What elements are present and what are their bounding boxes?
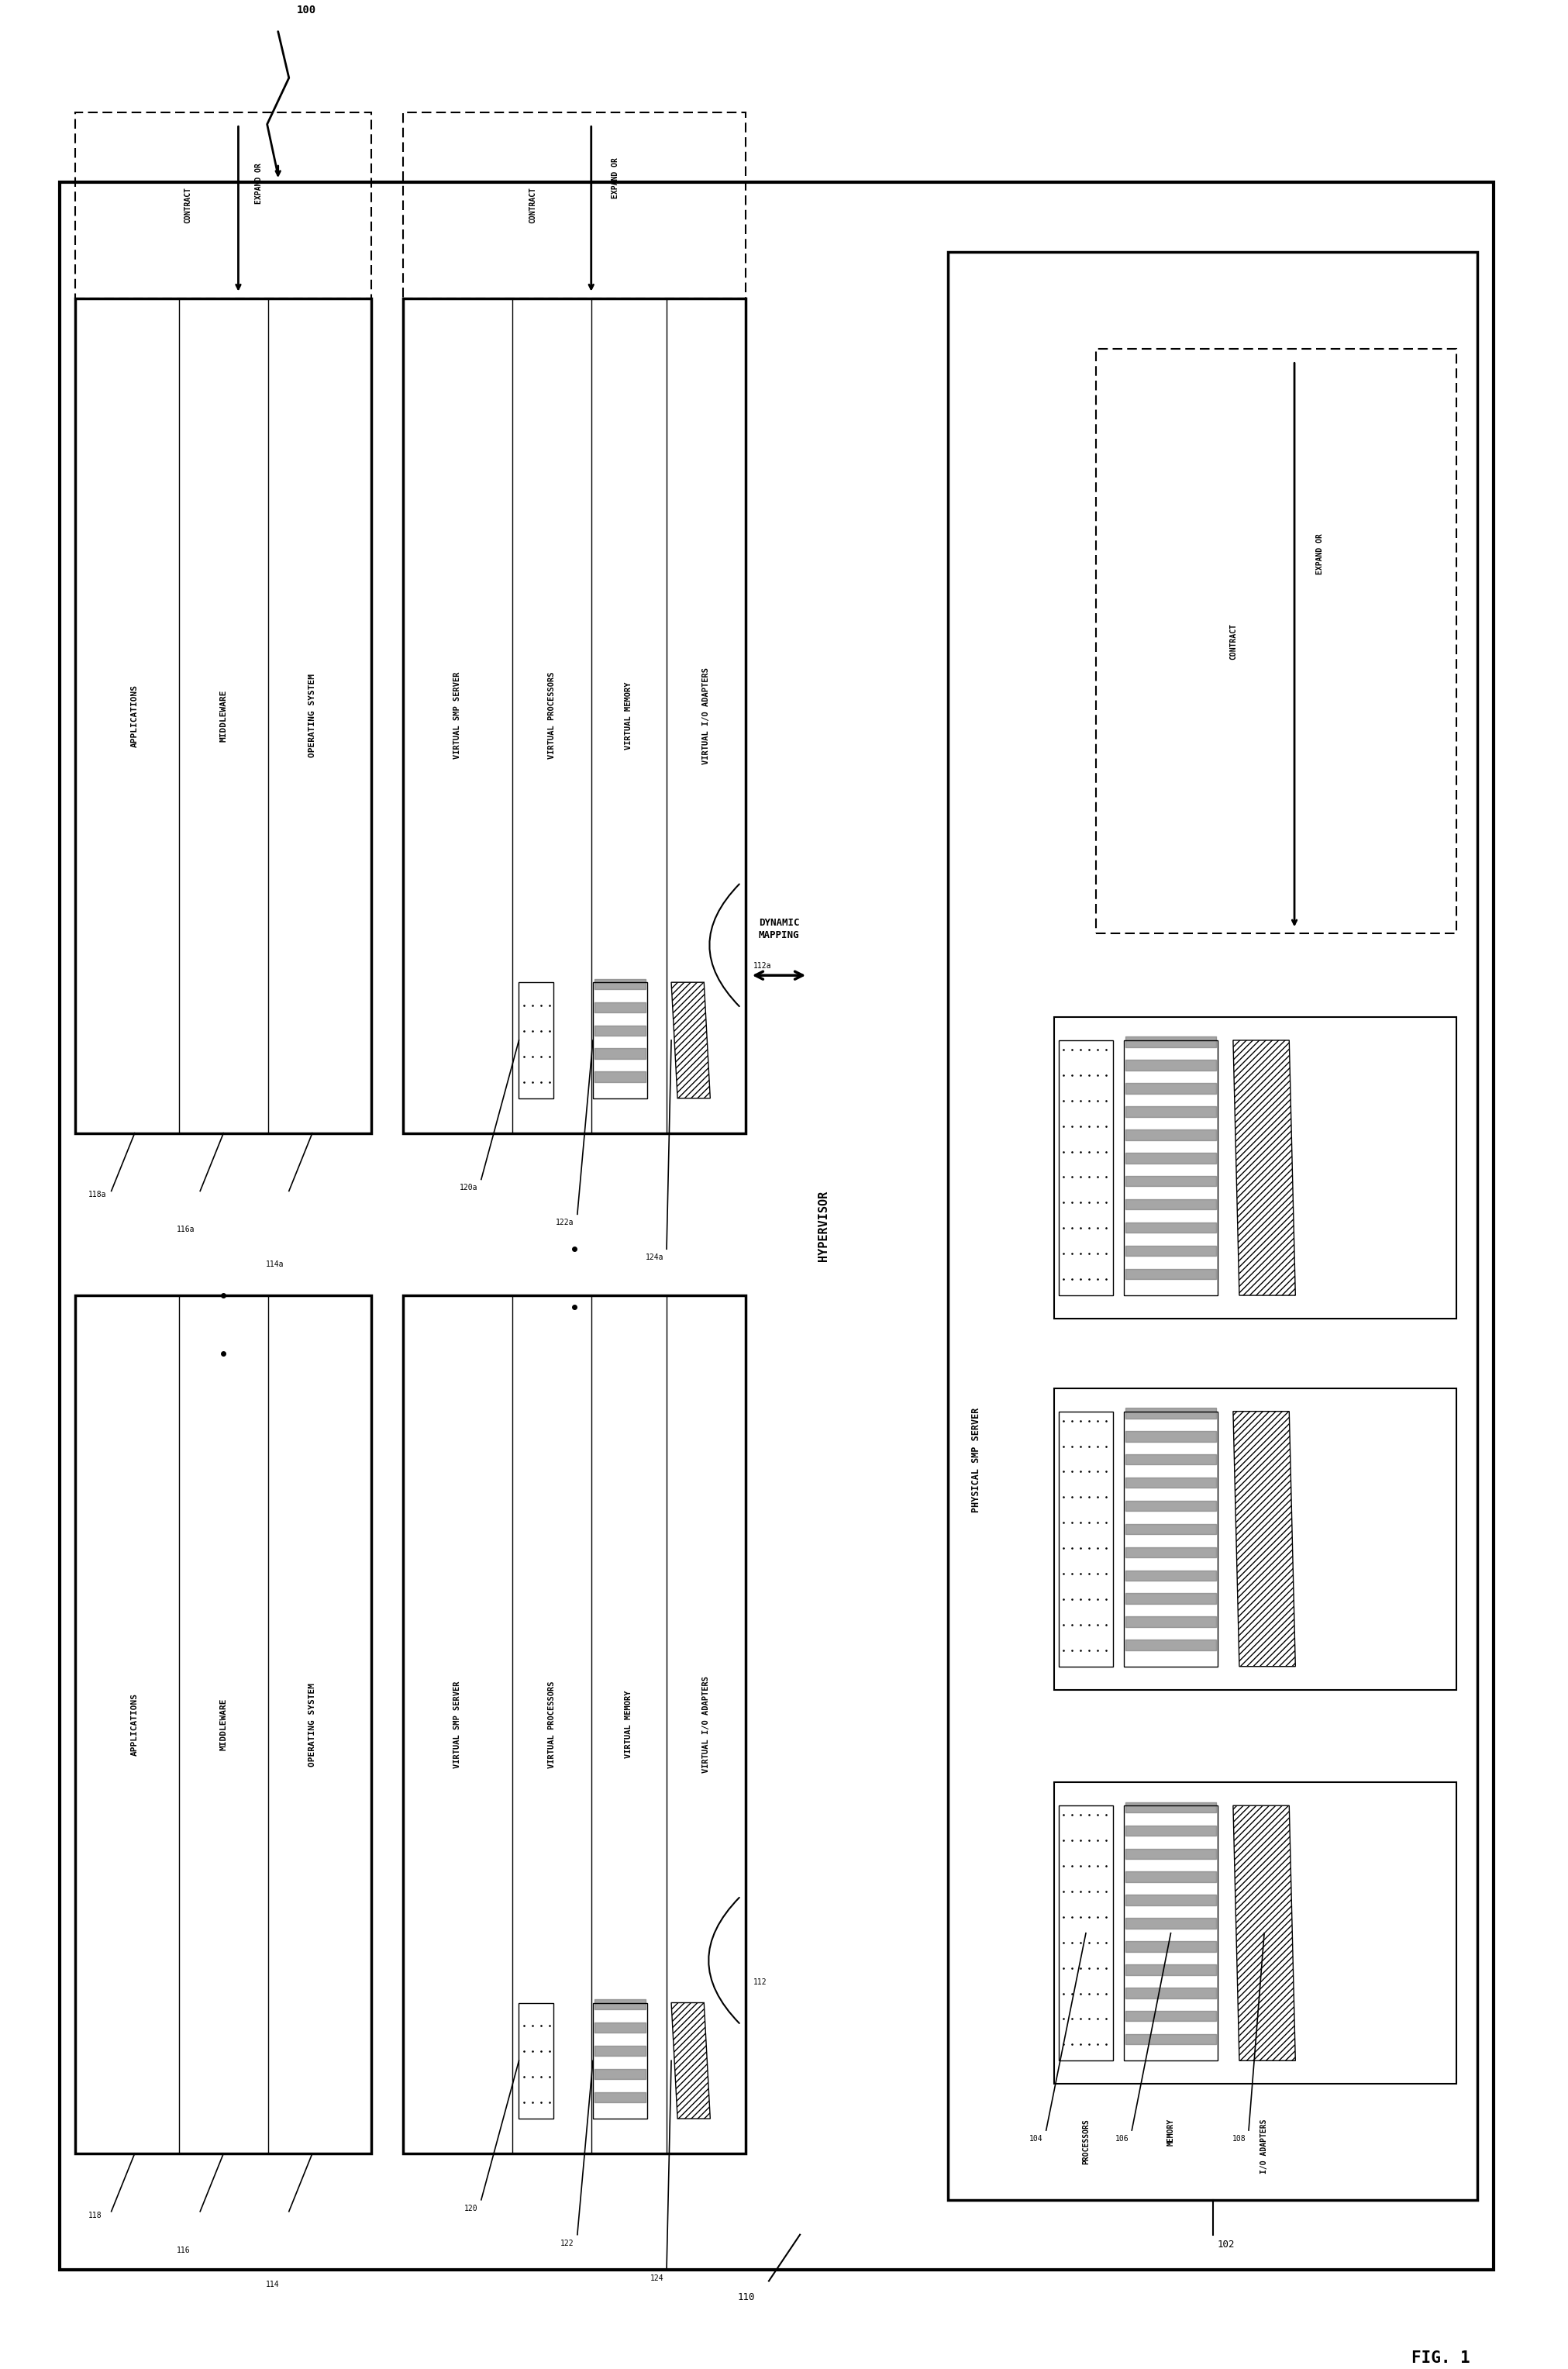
Text: VIRTUAL PROCESSORS: VIRTUAL PROCESSORS (547, 673, 555, 758)
Text: 112: 112 (753, 1978, 767, 1985)
Bar (403, 298, 745, 1132)
Text: MIDDLEWARE: MIDDLEWARE (220, 1699, 227, 1751)
Bar (403, 1296, 745, 2153)
Text: APPLICATIONS: APPLICATIONS (130, 1694, 138, 1755)
Text: 124: 124 (649, 2274, 663, 2281)
Bar (1124, 1805, 1217, 2061)
Bar (1124, 1040, 1217, 1296)
Text: 116a: 116a (177, 1225, 194, 1234)
Text: PROCESSORS: PROCESSORS (1082, 2118, 1090, 2165)
Text: PHYSICAL SMP SERVER: PHYSICAL SMP SERVER (971, 1407, 980, 1511)
Bar (1096, 348, 1455, 933)
Text: EXPAND OR: EXPAND OR (1316, 533, 1323, 573)
Text: OPERATING SYSTEM: OPERATING SYSTEM (309, 673, 317, 758)
Bar (75, 1296, 372, 2153)
Text: 124a: 124a (644, 1253, 663, 1260)
Text: 102: 102 (1217, 2239, 1234, 2248)
Text: VIRTUAL SMP SERVER: VIRTUAL SMP SERVER (453, 673, 461, 758)
Text: CONTRACT: CONTRACT (528, 187, 536, 223)
Bar (1058, 1040, 1113, 1296)
Text: 120a: 120a (459, 1184, 478, 1192)
Bar (75, 298, 372, 1132)
Text: 120: 120 (464, 2206, 478, 2213)
Text: MIDDLEWARE: MIDDLEWARE (220, 689, 227, 741)
Text: CONTRACT: CONTRACT (1229, 623, 1237, 659)
Text: I/O ADAPTERS: I/O ADAPTERS (1259, 2118, 1267, 2172)
Text: HYPERVISOR: HYPERVISOR (817, 1192, 829, 1260)
Bar (1058, 1805, 1113, 2061)
Bar (1124, 1412, 1217, 1665)
Text: 118: 118 (88, 2210, 102, 2220)
Text: APPLICATIONS: APPLICATIONS (130, 685, 138, 746)
Bar (1054, 1016, 1455, 1320)
Text: 110: 110 (737, 2293, 754, 2303)
Text: FIG. 1: FIG. 1 (1411, 2350, 1469, 2367)
Text: VIRTUAL SMP SERVER: VIRTUAL SMP SERVER (453, 1682, 461, 1767)
Text: DYNAMIC
MAPPING: DYNAMIC MAPPING (759, 919, 798, 940)
Text: 114a: 114a (265, 1260, 284, 1267)
Bar (519, 2002, 554, 2118)
Text: 118a: 118a (88, 1192, 107, 1199)
Text: 108: 108 (1231, 2134, 1245, 2142)
Text: 112a: 112a (753, 962, 771, 969)
Text: 122: 122 (560, 2239, 574, 2248)
Bar (75, 114, 372, 298)
Text: 114: 114 (265, 2281, 279, 2288)
Text: OPERATING SYSTEM: OPERATING SYSTEM (309, 1682, 317, 1767)
Text: 106: 106 (1115, 2134, 1127, 2142)
Bar (519, 983, 554, 1099)
Text: VIRTUAL PROCESSORS: VIRTUAL PROCESSORS (547, 1682, 555, 1767)
Bar (593, 2002, 648, 2118)
Text: MEMORY: MEMORY (1167, 2118, 1174, 2146)
Text: 104: 104 (1029, 2134, 1043, 2142)
Bar (593, 983, 648, 1099)
Text: 122a: 122a (555, 1220, 574, 1227)
Text: VIRTUAL I/O ADAPTERS: VIRTUAL I/O ADAPTERS (702, 668, 710, 765)
Text: CONTRACT: CONTRACT (183, 187, 191, 223)
Text: 116: 116 (177, 2246, 190, 2253)
Bar (1054, 1388, 1455, 1689)
Bar (947, 251, 1477, 2201)
Bar (1054, 1781, 1455, 2085)
Text: EXPAND OR: EXPAND OR (612, 156, 619, 199)
Bar (1058, 1412, 1113, 1665)
Text: 100: 100 (296, 5, 317, 14)
Text: VIRTUAL I/O ADAPTERS: VIRTUAL I/O ADAPTERS (702, 1675, 710, 1772)
Bar (403, 114, 745, 298)
Text: VIRTUAL MEMORY: VIRTUAL MEMORY (624, 1691, 632, 1758)
Text: VIRTUAL MEMORY: VIRTUAL MEMORY (624, 682, 632, 749)
Text: EXPAND OR: EXPAND OR (256, 163, 263, 204)
